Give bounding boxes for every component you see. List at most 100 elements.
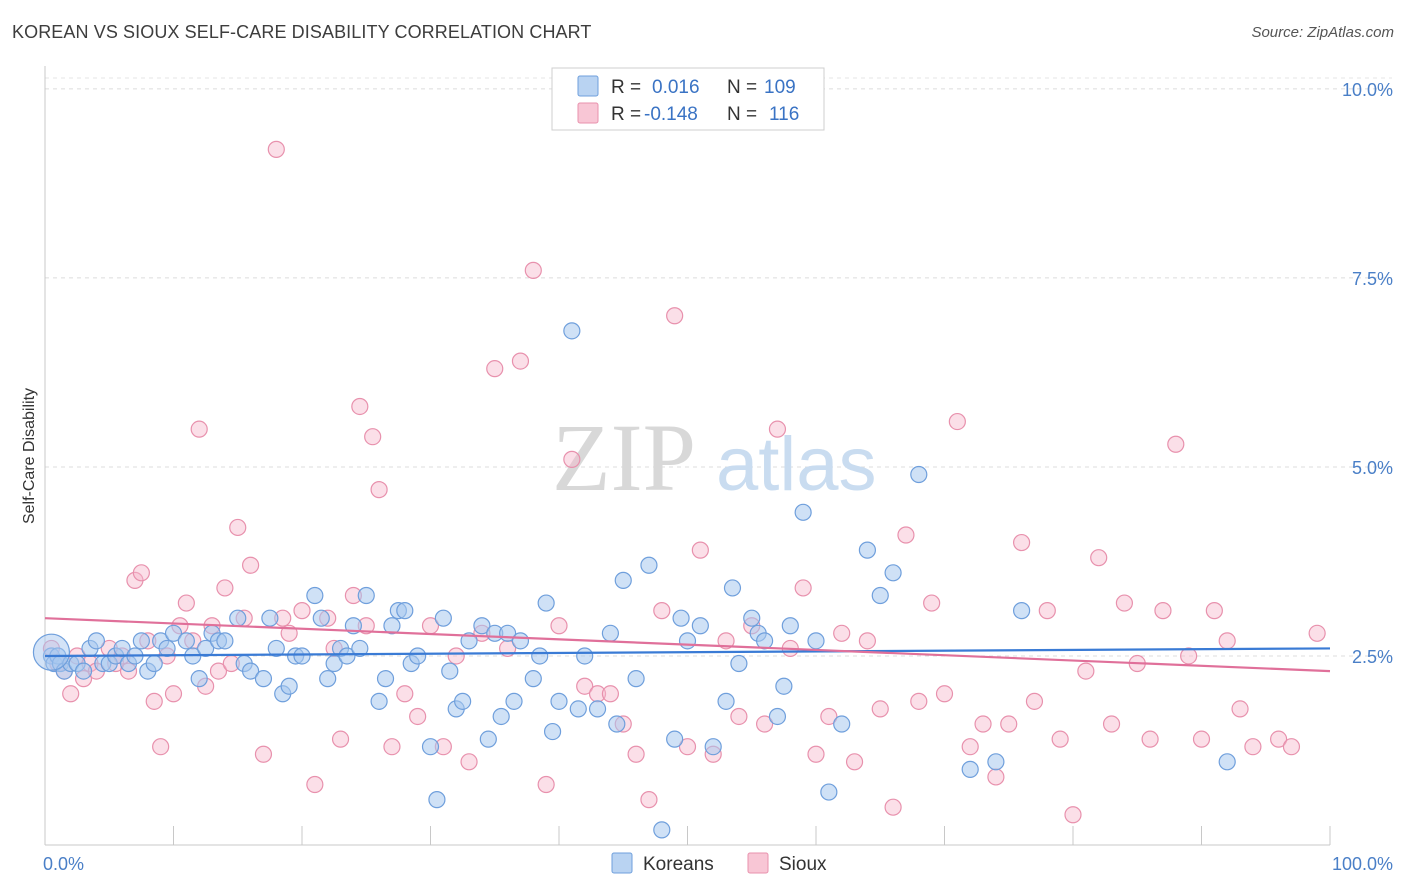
- point-koreans-74: [563, 322, 581, 340]
- point-sioux-74: [755, 715, 774, 733]
- x-tick-labels: 0.0% 100.0%: [43, 854, 1393, 874]
- point-sioux-41: [351, 397, 369, 416]
- point-sioux-94: [1012, 533, 1031, 552]
- y-tick-label-1: 5.0%: [1352, 458, 1393, 478]
- point-sioux-13: [132, 564, 150, 582]
- point-sioux-90: [961, 738, 979, 756]
- point-sioux-62: [601, 685, 620, 703]
- point-sioux-56: [524, 261, 542, 279]
- trend-lines: [44, 617, 1331, 673]
- x-tick-label-0: 0.0%: [43, 854, 84, 874]
- point-koreans-60: [454, 692, 472, 710]
- point-sioux-84: [884, 798, 902, 816]
- point-koreans-99: [807, 632, 825, 650]
- point-koreans-92: [743, 609, 761, 627]
- bottom-legend-swatch-koreans: [611, 852, 633, 874]
- chart-title: KOREAN VS SIOUX SELF-CARE DISABILITY COR…: [12, 22, 592, 42]
- point-sioux-93: [1000, 715, 1018, 733]
- point-sioux-110: [1218, 632, 1236, 650]
- point-sioux-47: [409, 707, 427, 726]
- point-sioux-67: [666, 307, 684, 325]
- point-sioux-16: [152, 738, 170, 756]
- point-sioux-51: [460, 753, 478, 771]
- point-koreans-97: [781, 617, 799, 635]
- point-koreans-106: [961, 760, 979, 778]
- point-koreans-108: [1012, 602, 1031, 620]
- point-sioux-75: [768, 420, 787, 438]
- point-koreans-39: [306, 586, 324, 605]
- point-sioux-44: [370, 481, 388, 499]
- point-koreans-72: [543, 722, 562, 741]
- point-koreans-77: [588, 700, 607, 718]
- point-koreans-50: [383, 617, 401, 635]
- point-sioux-86: [910, 692, 928, 710]
- y-tick-label-2: 7.5%: [1352, 269, 1393, 289]
- point-koreans-21: [164, 624, 183, 642]
- point-sioux-69: [691, 541, 709, 559]
- point-sioux-91: [974, 715, 992, 733]
- point-sioux-113: [1269, 730, 1288, 748]
- point-koreans-47: [357, 586, 375, 605]
- point-sioux-79: [820, 707, 838, 726]
- point-koreans-20: [158, 639, 176, 658]
- bottom-legend-label-koreans: Koreans: [643, 854, 714, 875]
- point-koreans-33: [261, 609, 279, 627]
- point-koreans-69: [524, 670, 542, 688]
- point-sioux-43: [364, 428, 382, 446]
- point-koreans-79: [608, 715, 626, 733]
- point-sioux-92: [987, 768, 1005, 786]
- point-sioux-104: [1141, 730, 1159, 748]
- legend-r-value-koreans: 0.016: [652, 77, 700, 98]
- legend-n-label-sioux: N =: [727, 104, 757, 125]
- point-sioux-57: [537, 775, 555, 794]
- point-koreans-32: [254, 670, 273, 688]
- source-credit: Source: ZipAtlas.com: [1251, 24, 1394, 41]
- point-sioux-53: [486, 360, 504, 378]
- correlation-legend: R = 0.016 N = 109 R = -0.148 N = 116: [551, 67, 825, 131]
- point-sioux-112: [1244, 738, 1262, 756]
- point-sioux-68: [678, 738, 697, 756]
- point-sioux-100: [1090, 549, 1108, 567]
- point-sioux-55: [511, 352, 530, 370]
- point-koreans-cluster: [32, 633, 71, 671]
- point-sioux-95: [1025, 692, 1044, 710]
- point-koreans-87: [691, 617, 709, 635]
- point-koreans-22: [177, 632, 195, 650]
- bottom-legend-label-sioux: Sioux: [779, 854, 827, 875]
- point-koreans-73: [550, 692, 568, 710]
- point-koreans-90: [723, 579, 742, 597]
- point-koreans-40: [312, 609, 330, 627]
- point-koreans-54: [409, 647, 427, 665]
- point-koreans-52: [396, 602, 414, 620]
- bottom-legend-swatch-sioux: [747, 852, 769, 874]
- point-sioux-106: [1167, 435, 1185, 453]
- point-sioux-107: [1180, 647, 1198, 665]
- point-sioux-36: [306, 775, 324, 794]
- point-koreans-57: [434, 609, 452, 627]
- point-sioux-78: [807, 745, 825, 763]
- point-koreans-34: [267, 639, 285, 658]
- point-sioux-80: [833, 624, 851, 642]
- point-sioux-31: [254, 745, 273, 763]
- point-koreans-63: [479, 730, 497, 748]
- point-koreans-24: [190, 670, 208, 688]
- point-sioux-39: [331, 730, 350, 748]
- point-sioux-81: [845, 753, 864, 771]
- point-sioux-72: [730, 707, 748, 726]
- point-koreans-16: [132, 632, 150, 650]
- point-koreans-101: [833, 715, 851, 733]
- point-sioux-98: [1064, 806, 1082, 824]
- point-koreans-62: [473, 617, 491, 635]
- point-koreans-18: [145, 654, 163, 673]
- point-sioux-66: [653, 602, 671, 620]
- point-sioux-105: [1154, 602, 1172, 620]
- point-koreans-85: [672, 609, 690, 627]
- point-koreans-80: [614, 571, 632, 589]
- point-sioux-46: [396, 685, 414, 703]
- point-koreans-78: [601, 624, 620, 642]
- point-sioux-45: [383, 738, 401, 756]
- point-koreans-86: [678, 632, 697, 650]
- point-sioux-26: [216, 579, 234, 597]
- point-koreans-89: [717, 692, 735, 710]
